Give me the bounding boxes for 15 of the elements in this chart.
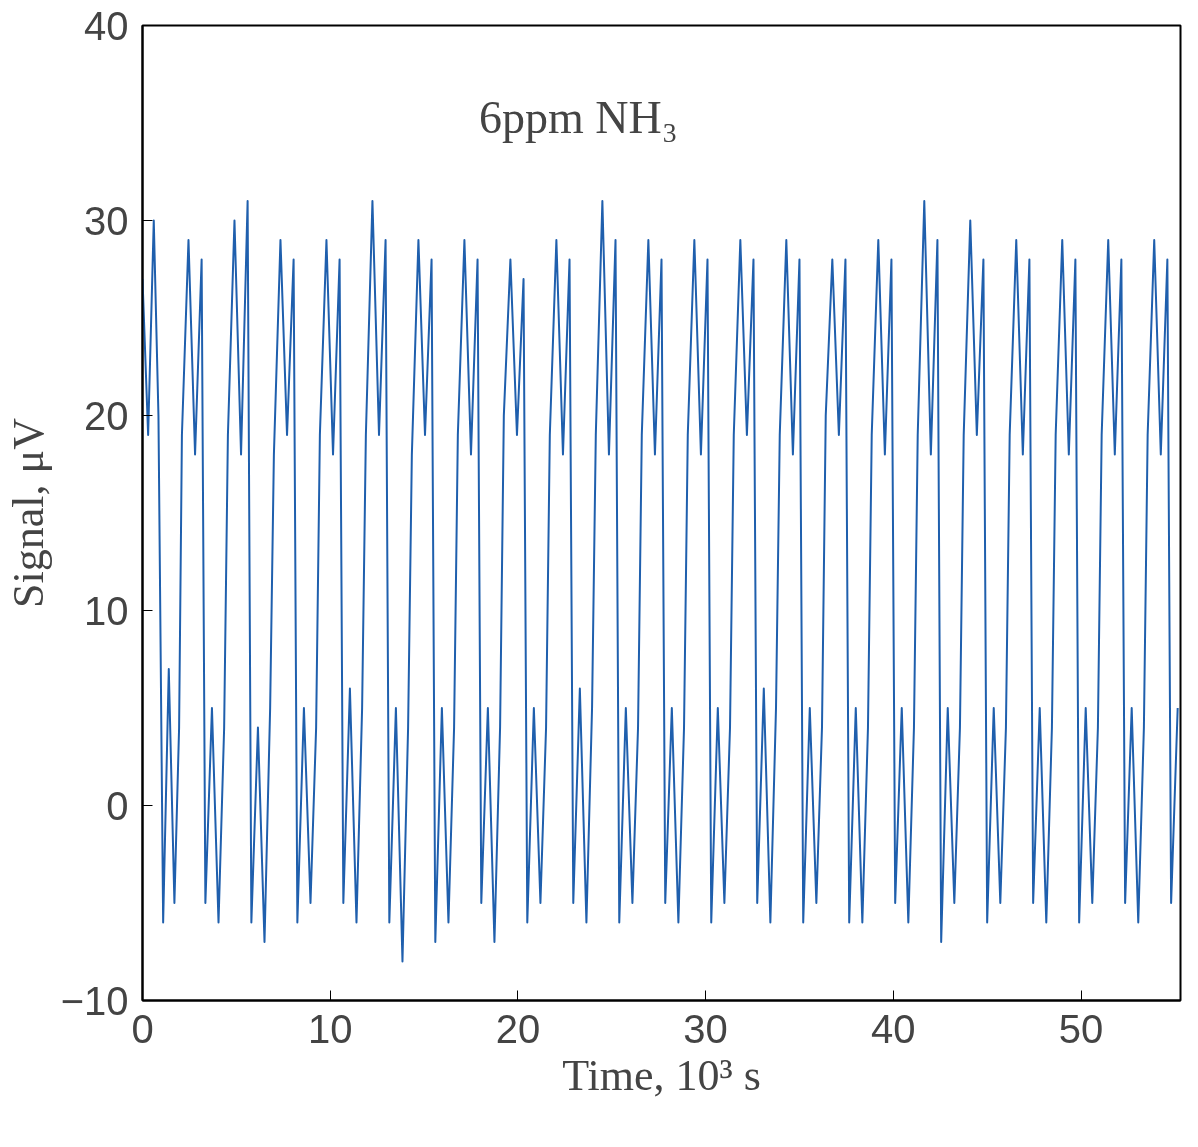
y-axis-title: Signal, μV xyxy=(3,417,53,608)
y-tick-label: 20 xyxy=(84,393,129,438)
x-tick-label: 30 xyxy=(683,1006,728,1051)
y-tick-label: 0 xyxy=(106,783,129,828)
y-tick-label: 10 xyxy=(84,588,129,633)
y-tick-label: 40 xyxy=(84,3,129,48)
line-series xyxy=(142,200,1179,963)
y-tick-label: −10 xyxy=(60,978,129,1023)
x-axis-title: Time, 10³ s xyxy=(562,1050,761,1100)
x-tick-label: 10 xyxy=(307,1006,353,1051)
x-tick-label: 20 xyxy=(495,1006,541,1051)
annotation: 6ppm NH₃ xyxy=(479,91,678,143)
y-tick-label: 30 xyxy=(84,198,129,243)
x-tick-label: 40 xyxy=(871,1006,916,1051)
x-tick-label: 50 xyxy=(1058,1006,1104,1051)
